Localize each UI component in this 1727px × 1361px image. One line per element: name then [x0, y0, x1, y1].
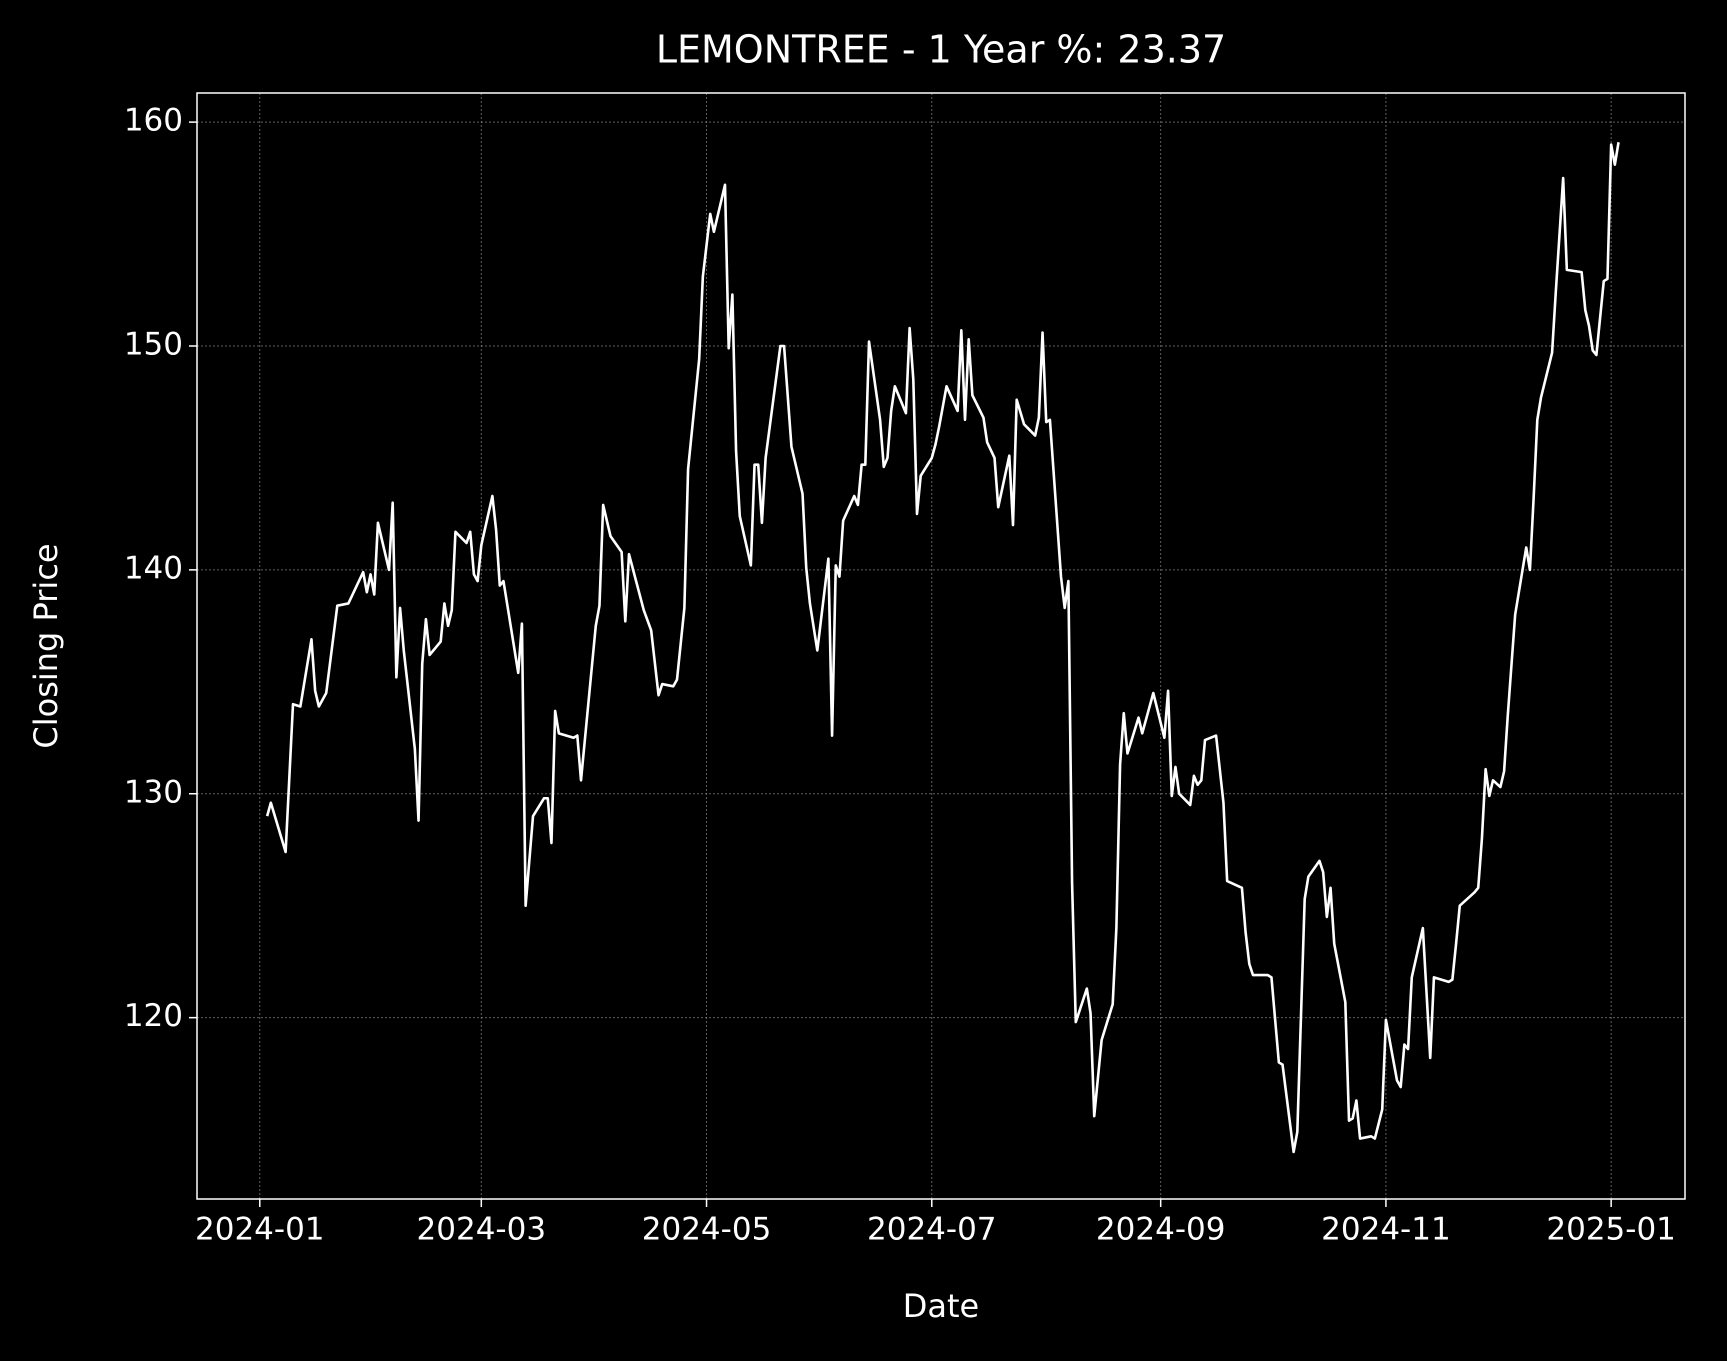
x-tick-label: 2024-09 [1096, 1212, 1226, 1248]
x-axis-label: Date [903, 1287, 979, 1325]
x-tick-label: 2024-01 [195, 1212, 325, 1248]
chart-title: LEMONTREE - 1 Year %: 23.37 [656, 28, 1226, 72]
y-tick-label: 120 [124, 998, 183, 1034]
y-tick-label: 150 [124, 326, 183, 362]
price-line [265, 142, 1620, 1154]
x-tick-label: 2024-11 [1321, 1212, 1451, 1248]
y-tick-label: 160 [124, 103, 183, 139]
y-tick-label: 140 [124, 550, 183, 586]
x-tick-label: 2025-01 [1546, 1212, 1676, 1248]
x-tick-label: 2024-03 [417, 1212, 547, 1248]
y-tick-label: 130 [124, 774, 183, 810]
x-tick-label: 2024-07 [867, 1212, 997, 1248]
x-tick-label: 2024-05 [642, 1212, 772, 1248]
plot-frame [196, 92, 1686, 1200]
y-axis-label: Closing Price [27, 543, 65, 748]
